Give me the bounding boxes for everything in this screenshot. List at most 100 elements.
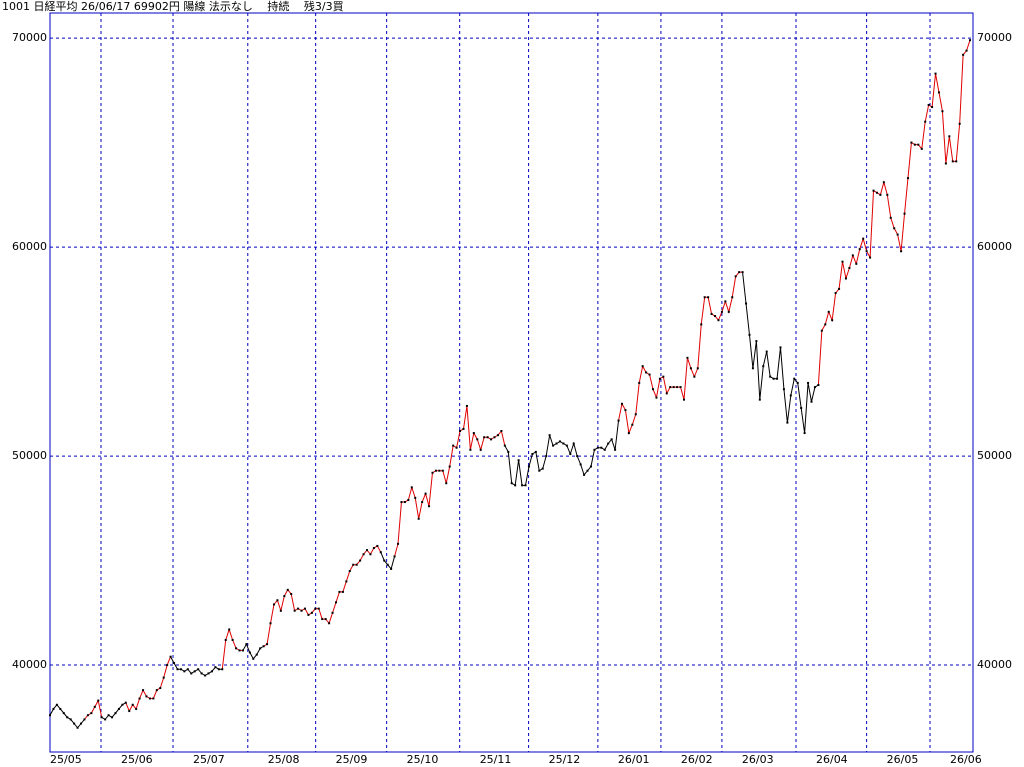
price-point — [521, 484, 524, 487]
price-point — [500, 429, 503, 432]
price-point — [62, 712, 65, 715]
price-point — [548, 434, 551, 437]
price-point — [534, 450, 537, 453]
price-point — [524, 484, 527, 487]
price-point — [169, 655, 172, 658]
price-point — [786, 421, 789, 424]
price-point — [589, 465, 592, 468]
price-point — [676, 386, 679, 389]
price-point — [455, 446, 458, 449]
price-point — [448, 465, 451, 468]
price-point — [862, 237, 865, 240]
price-point — [686, 356, 689, 359]
price-point — [338, 590, 341, 593]
price-point — [627, 432, 630, 435]
price-point — [166, 664, 169, 667]
price-point — [100, 716, 103, 719]
price-point — [545, 455, 548, 458]
price-point — [703, 296, 706, 299]
price-point — [807, 381, 810, 384]
price-point — [210, 670, 213, 673]
price-point — [555, 442, 558, 445]
price-point — [52, 707, 55, 710]
price-point — [69, 718, 72, 721]
price-point — [531, 452, 534, 455]
price-point — [576, 455, 579, 458]
price-point — [238, 649, 241, 652]
price-point — [714, 315, 717, 318]
price-point — [617, 419, 620, 422]
price-point — [789, 394, 792, 397]
price-point — [245, 643, 248, 646]
price-point — [603, 448, 606, 451]
price-point — [228, 628, 231, 631]
x-tick-label: 25/07 — [193, 753, 225, 766]
price-point — [906, 177, 909, 180]
x-tick-label: 26/05 — [887, 753, 919, 766]
price-point — [755, 340, 758, 343]
price-point — [514, 484, 517, 487]
price-point — [724, 300, 727, 303]
x-tick-label: 26/04 — [816, 753, 848, 766]
price-point — [314, 607, 317, 610]
price-point — [431, 471, 434, 474]
price-point — [900, 250, 903, 253]
price-point — [59, 707, 62, 710]
price-line — [84, 699, 103, 720]
price-point — [307, 613, 310, 616]
price-point — [903, 212, 906, 215]
price-point — [303, 607, 306, 610]
price-point — [769, 375, 772, 378]
price-point — [872, 189, 875, 192]
x-tick-label: 26/03 — [742, 753, 774, 766]
price-point — [231, 638, 234, 641]
price-point — [631, 423, 634, 426]
price-point — [97, 699, 100, 702]
price-point — [193, 670, 196, 673]
price-point — [407, 498, 410, 501]
price-point — [186, 668, 189, 671]
x-tick-label: 26/02 — [681, 753, 713, 766]
price-point — [124, 701, 127, 704]
price-point — [359, 559, 362, 562]
price-point — [310, 611, 313, 614]
price-point — [751, 367, 754, 370]
price-point — [49, 714, 51, 717]
price-point — [600, 446, 603, 449]
price-point — [965, 49, 968, 52]
price-point — [400, 501, 403, 504]
price-point — [827, 310, 830, 313]
price-point — [510, 482, 513, 485]
price-point — [934, 72, 937, 75]
price-point — [831, 319, 834, 322]
y2-tick-label: 60000 — [977, 240, 1012, 253]
y-tick-label: 70000 — [12, 31, 47, 44]
price-point — [459, 429, 462, 432]
price-point — [204, 674, 207, 677]
price-point — [813, 386, 816, 389]
price-point — [824, 323, 827, 326]
x-tick-label: 25/12 — [549, 753, 581, 766]
price-point — [855, 262, 858, 265]
price-point — [944, 162, 947, 165]
price-point — [917, 143, 920, 146]
price-point — [607, 442, 610, 445]
price-point — [207, 672, 210, 675]
price-point — [483, 436, 486, 439]
price-point — [403, 501, 406, 504]
price-point — [479, 448, 482, 451]
price-point — [452, 444, 455, 447]
price-point — [865, 250, 868, 253]
price-point — [948, 135, 951, 138]
x-tick-label: 25/11 — [480, 753, 512, 766]
price-point — [462, 427, 465, 430]
price-point — [541, 467, 544, 470]
price-point — [490, 438, 493, 441]
price-point — [679, 386, 682, 389]
price-point — [217, 668, 220, 671]
price-point — [710, 312, 713, 315]
price-point — [417, 517, 420, 520]
price-point — [651, 388, 654, 391]
x-tick-label: 25/06 — [121, 753, 153, 766]
price-point — [834, 292, 837, 295]
